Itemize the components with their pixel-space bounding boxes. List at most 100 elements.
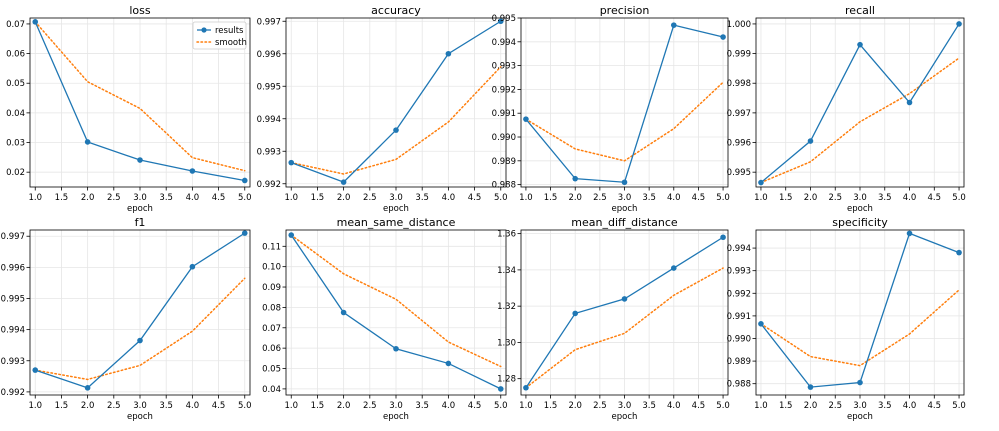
x-tick-label: 3.0: [133, 193, 147, 203]
x-axis-label: epoch: [847, 204, 873, 214]
x-tick-label: 4.0: [903, 401, 917, 411]
x-tick-label: 3.5: [159, 401, 173, 411]
x-tick-label: 4.0: [186, 401, 200, 411]
y-tick-label: 0.994: [727, 244, 751, 254]
y-tick-label: 0.993: [257, 147, 281, 157]
x-tick-label: 3.5: [878, 401, 892, 411]
results-data-point: [670, 22, 677, 28]
x-tick-label: 1.5: [311, 193, 325, 203]
axes-frame: [285, 229, 507, 396]
y-tick-label: 0.995: [727, 168, 751, 178]
results-data-point: [393, 127, 399, 133]
results-data-point: [572, 175, 579, 182]
y-tick-label: 1.000: [727, 20, 751, 30]
x-tick-label: 2.5: [363, 193, 377, 203]
x-tick-label: 1.5: [55, 401, 69, 411]
y-tick-label: 0.995: [257, 82, 281, 92]
x-tick-label: 2.5: [593, 193, 607, 203]
y-tick-label: 0.07: [262, 324, 281, 334]
y-tick-label: 0.996: [1, 263, 25, 273]
y-tick-label: 1.34: [497, 266, 516, 276]
x-tick-label: 3.0: [853, 401, 867, 411]
x-tick-label: 2.5: [107, 401, 121, 411]
y-tick-label: 0.11: [262, 242, 281, 252]
results-data-point: [137, 337, 143, 344]
smooth-series-line: [760, 289, 960, 367]
x-tick-label: 4.0: [442, 401, 456, 411]
results-data-point: [32, 367, 39, 373]
y-tick-label: 0.988: [492, 181, 516, 191]
x-tick-label: 3.0: [389, 401, 403, 411]
x-tick-label: 2.0: [81, 193, 95, 203]
y-tick-label: 0.04: [262, 385, 281, 395]
results-data-point: [523, 116, 529, 122]
x-tick-label: 5.0: [494, 193, 508, 203]
y-tick-label: 0.03: [6, 139, 25, 149]
results-data-point: [523, 384, 529, 391]
x-tick-label: 5.0: [952, 401, 966, 411]
x-tick-label: 3.5: [642, 401, 656, 411]
results-data-point: [497, 18, 504, 25]
x-axis-label: epoch: [383, 412, 409, 422]
y-tick-label: 0.994: [257, 115, 281, 125]
results-data-point: [720, 234, 726, 241]
y-tick-label: 0.10: [262, 263, 281, 273]
x-tick-label: 4.0: [186, 193, 200, 203]
results-data-point: [956, 249, 962, 256]
results-data-point: [906, 230, 913, 237]
y-tick-label: 0.993: [492, 62, 516, 72]
y-tick-label: 0.990: [727, 334, 751, 344]
y-tick-label: 0.997: [1, 232, 25, 242]
x-tick-label: 2.0: [804, 193, 818, 203]
results-data-point: [906, 99, 913, 106]
y-tick-label: 0.993: [727, 267, 751, 277]
legend-results-label: results: [215, 26, 244, 36]
results-data-point: [340, 309, 347, 316]
axes-frame: [755, 17, 965, 188]
axes-frame: [520, 17, 729, 188]
x-tick-label: 4.0: [442, 193, 456, 203]
results-data-point: [84, 385, 91, 391]
results-data-point: [670, 265, 677, 271]
results-data-point: [288, 159, 295, 166]
x-tick-label: 3.0: [853, 193, 867, 203]
x-tick-label: 1.5: [55, 193, 69, 203]
x-tick-label: 3.5: [878, 193, 892, 203]
x-tick-label: 4.5: [692, 193, 706, 203]
y-tick-label: 0.989: [727, 357, 751, 367]
x-tick-label: 4.0: [903, 193, 917, 203]
results-data-point: [189, 168, 196, 174]
x-tick-label: 2.0: [568, 401, 582, 411]
y-tick-label: 0.995: [1, 294, 25, 304]
y-tick-label: 1.36: [497, 230, 516, 240]
x-tick-label: 3.5: [415, 401, 429, 411]
x-tick-label: 4.5: [928, 193, 942, 203]
chart-title: recall: [845, 4, 875, 17]
legend-results-marker: [201, 27, 207, 33]
x-tick-label: 2.0: [568, 193, 582, 203]
y-tick-label: 1.32: [497, 302, 516, 312]
x-tick-label: 5.0: [716, 193, 730, 203]
chart-panel: 1.0 1.5 2.0 2.5 3.0 3.5 4.0 4.5 5.0 0.04 0.05 0.06 0…: [262, 216, 507, 422]
x-tick-label: 3.0: [618, 401, 632, 411]
y-tick-label: 0.991: [492, 109, 516, 119]
y-tick-label: 0.988: [727, 380, 751, 390]
y-tick-label: 0.992: [492, 85, 516, 95]
x-tick-label: 2.0: [337, 193, 351, 203]
x-tick-label: 4.5: [212, 401, 226, 411]
y-tick-label: 0.992: [1, 388, 25, 398]
results-data-point: [807, 138, 814, 144]
y-tick-label: 0.989: [492, 157, 516, 167]
y-tick-label: 0.993: [1, 357, 25, 367]
x-tick-label: 1.5: [779, 193, 793, 203]
chart-panel: 1.0 1.5 2.0 2.5 3.0 3.5 4.0 4.5 5.0 0.02 0.03 0.04 0…: [6, 4, 251, 214]
smooth-series-line: [760, 57, 960, 184]
chart-panel: 1.0 1.5 2.0 2.5 3.0 3.5 4.0 4.5 5.0 0.995 0.996 0.9…: [727, 4, 966, 214]
x-tick-label: 1.5: [311, 401, 325, 411]
smooth-series-line: [525, 81, 724, 162]
chart-panel: 1.0 1.5 2.0 2.5 3.0 3.5 4.0 4.5 5.0 0.988 0.989 0.9…: [727, 216, 966, 422]
results-data-point: [393, 345, 399, 352]
y-tick-label: 0.09: [262, 283, 281, 293]
results-data-point: [137, 157, 143, 163]
